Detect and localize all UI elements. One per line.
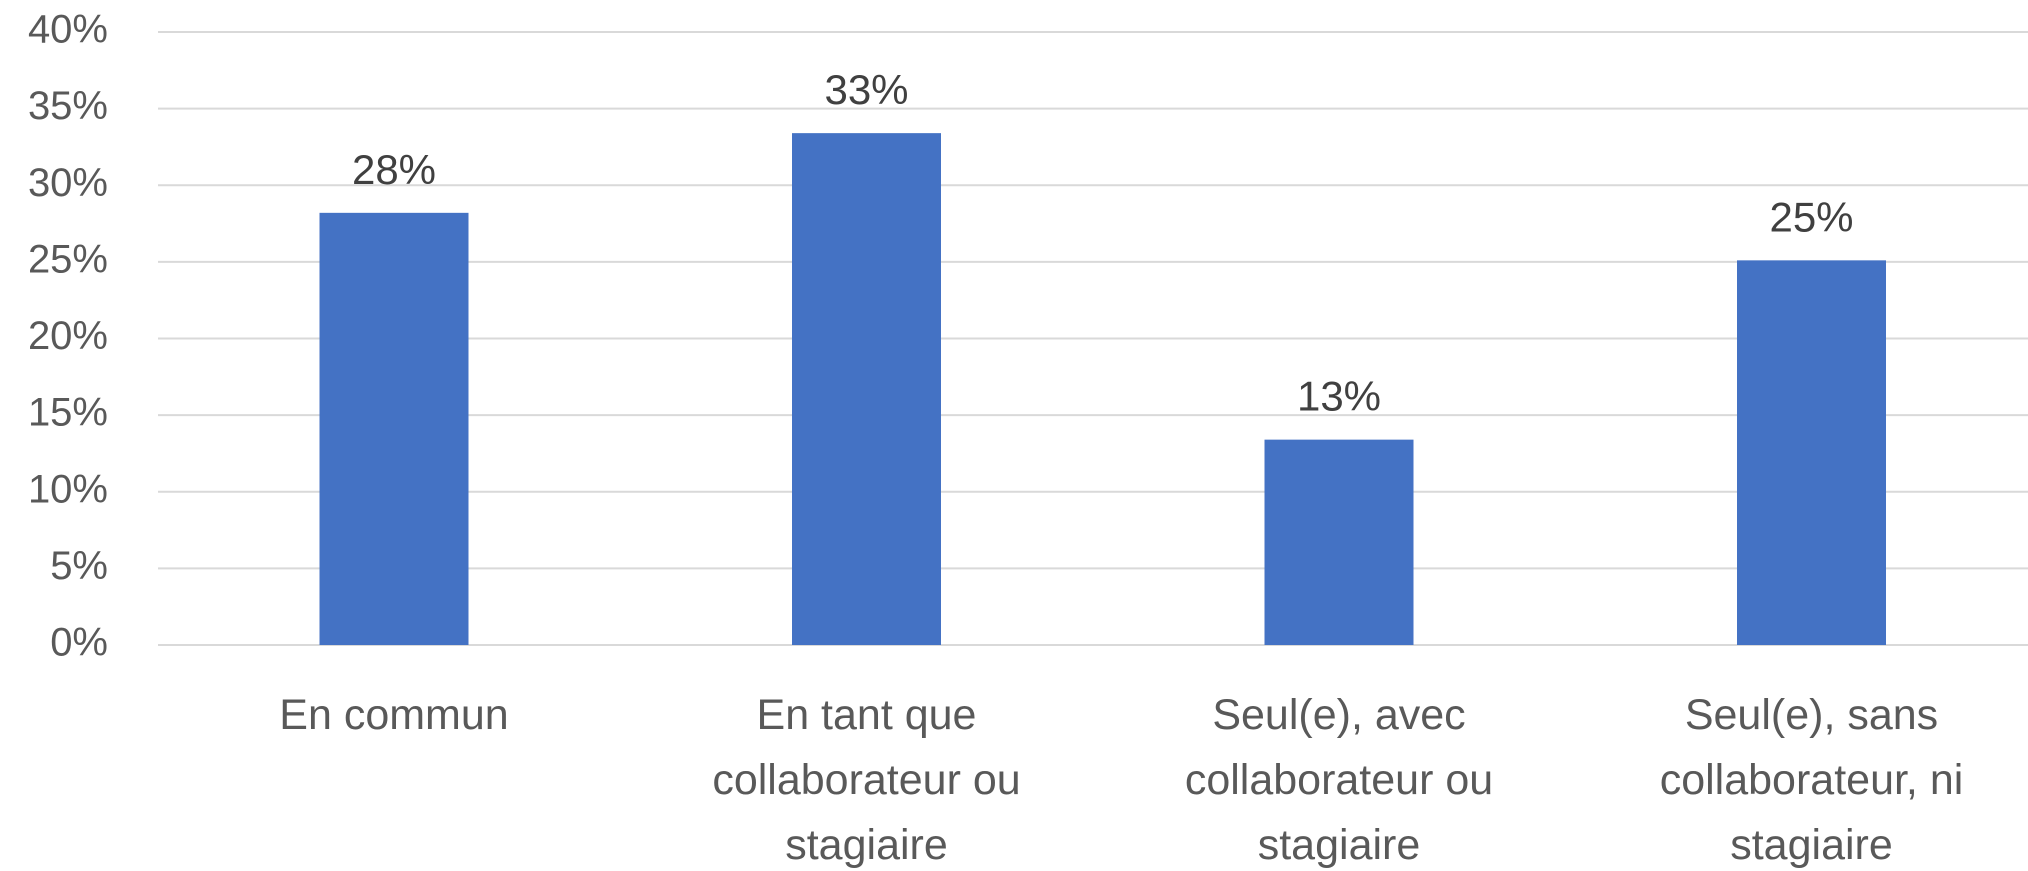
x-tick-label: Seul(e), avec collaborateur ou stagiaire [1184, 691, 1494, 869]
bar [1264, 439, 1414, 645]
value-label: 25% [1769, 193, 1853, 240]
y-tick-label: 15% [28, 391, 108, 435]
y-tick-label: 25% [28, 237, 108, 281]
y-tick-label: 40% [28, 8, 108, 52]
y-tick-label: 10% [28, 467, 108, 511]
y-tick-label: 20% [28, 314, 108, 358]
value-label: 33% [824, 66, 908, 113]
value-label: 28% [352, 146, 436, 193]
x-tick-label: En tant que collaborateur ou stagiaire [712, 691, 1021, 869]
value-label: 13% [1297, 373, 1381, 420]
y-tick-label: 35% [28, 84, 108, 128]
bar [319, 212, 469, 645]
bar [1737, 260, 1886, 645]
y-tick-label: 5% [50, 544, 108, 588]
x-tick-label: Seul(e), sans collaborateur, ni stagiair… [1659, 691, 1964, 869]
bar [792, 133, 941, 645]
y-tick-label: 0% [50, 621, 108, 665]
x-tick-label: En commun [279, 691, 509, 739]
y-tick-label: 30% [28, 161, 108, 205]
